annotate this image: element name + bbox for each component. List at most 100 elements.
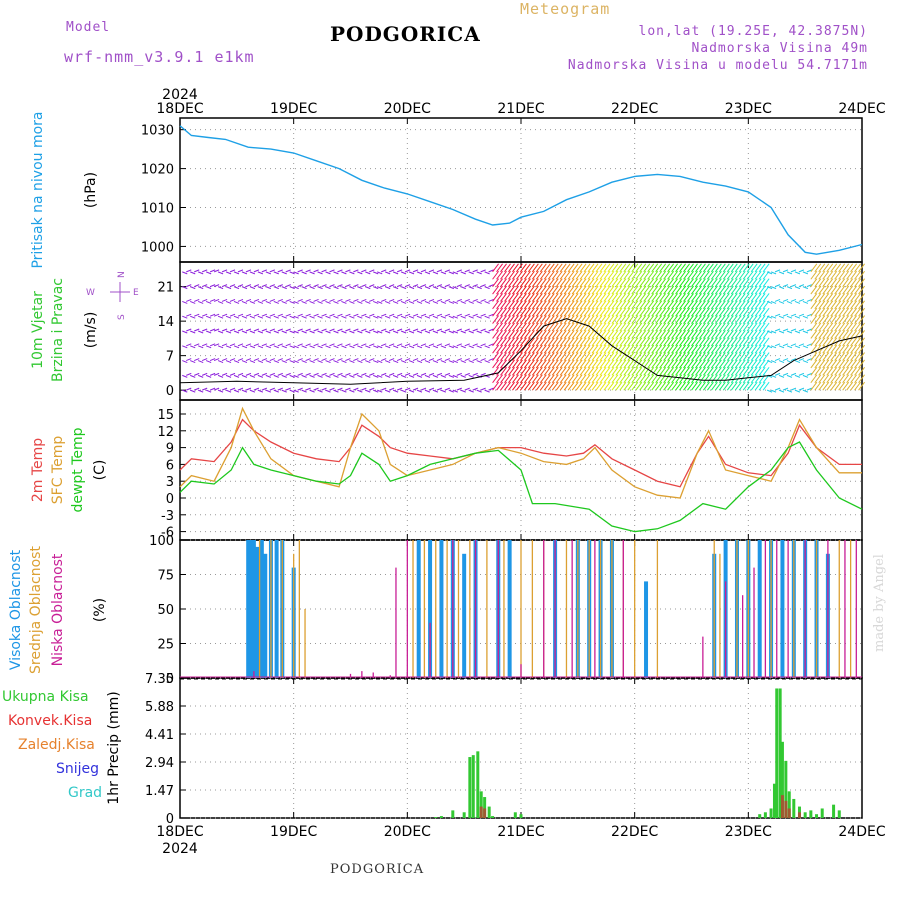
wind-y-tick-label: 21: [157, 281, 174, 296]
precip-y-tick-label: 5.88: [145, 700, 174, 715]
x-tick-label-top: 21DEC: [497, 101, 544, 117]
precip-bar-total: [784, 760, 788, 818]
temp-y-tick-label: -6: [161, 526, 174, 541]
precip-bar-total: [491, 816, 495, 818]
x-tick-label-bottom: 22DEC: [611, 824, 658, 840]
cloud-y-tick-label: 25: [157, 638, 174, 653]
precip-bar-total: [837, 810, 841, 818]
precip-bar-total: [832, 804, 836, 818]
temp-y-tick-label: 12: [157, 425, 174, 440]
precip-bar-total: [780, 741, 784, 818]
precip-bar-total: [451, 810, 455, 818]
dewpt-line: [179, 441, 863, 533]
cloud-y-tick-label: 50: [157, 603, 174, 618]
cloud-bar-high: [255, 546, 260, 678]
precip-legend-item: Zaledj.Kisa: [18, 737, 95, 753]
x-tick-label-top: 19DEC: [270, 101, 317, 117]
precip-bar-total: [476, 751, 480, 818]
x-tick-label-bottom: 23DEC: [725, 824, 772, 840]
wind-unit-label: (m/s): [83, 312, 99, 349]
cloud-bar-high: [780, 540, 785, 678]
wind-y-tick-label: 7: [166, 350, 174, 365]
cloud-y-tick-label: 0: [166, 672, 174, 687]
compass-n: N: [117, 271, 127, 278]
precip-bar-total: [815, 814, 819, 818]
temp-y-tick-label: 9: [166, 442, 174, 457]
cloud-bar-high: [251, 540, 256, 678]
precip-bar-convective: [784, 800, 788, 818]
precip-y-tick-label: 7.35: [145, 672, 174, 687]
x-year-top: 2024: [162, 87, 198, 103]
precip-bar-convective: [479, 806, 483, 818]
precip-bar-total: [820, 808, 824, 818]
precip-bar-total: [483, 797, 487, 818]
cloud-bar-high: [507, 540, 512, 678]
precip-bar-total: [778, 688, 782, 818]
elevation-info: Nadmorska Visina 49m: [691, 41, 868, 56]
x-tick-label-bottom: 18DEC: [156, 824, 203, 840]
precip-legend-item: Snijeg: [56, 761, 99, 777]
mid-cloud-axis-label: Srednja Oblacnost: [28, 546, 44, 674]
temp-y-tick-label: 3: [166, 475, 174, 490]
precip-bar-total: [434, 817, 438, 818]
x-tick-label-bottom: 20DEC: [384, 824, 431, 840]
cloud-bar-high: [274, 540, 279, 678]
cloud-bar-high: [644, 581, 649, 678]
pressure-y-tick-label: 1000: [141, 240, 174, 255]
precip-y-tick-label: 4.41: [145, 728, 174, 743]
precip-y-tick-label: 1.47: [145, 784, 174, 799]
pressure-unit-label: (hPa): [83, 172, 99, 208]
temp-y-tick-label: 15: [157, 408, 174, 423]
precip-legend-item: Konvek.Kisa: [8, 713, 92, 729]
compass-e: E: [133, 288, 139, 298]
temp2m-axis-label: 2m Temp: [30, 438, 46, 502]
wind-axis-label-2: Brzina i Pravac: [50, 278, 66, 382]
x-tick-label-bottom: 19DEC: [270, 824, 317, 840]
cloud-bar-high: [428, 540, 433, 678]
precip-bar-convective: [797, 812, 801, 818]
panel-frame-pressure: [179, 117, 863, 263]
model-name: wrf-nmm_v3.9.1 e1km: [64, 48, 255, 66]
x-tick-label-bottom: 21DEC: [497, 824, 544, 840]
x-tick-label-top: 20DEC: [384, 101, 431, 117]
low-cloud-axis-label: Niska Oblacnost: [50, 553, 66, 666]
precip-legend-item: Ukupna Kisa: [2, 689, 89, 705]
compass-w: W: [86, 288, 95, 298]
precip-bar-total: [769, 808, 773, 818]
wind-axis-label: 10m Vjetar: [30, 291, 46, 369]
x-tick-label-top: 22DEC: [611, 101, 658, 117]
precip-unit-label: 1hr Precip (mm): [106, 691, 122, 804]
cloud-unit-label: (%): [92, 598, 108, 622]
cloud-bar-high: [246, 540, 251, 678]
sfc-line: [179, 406, 862, 499]
x-tick-label-top: 18DEC: [156, 101, 203, 117]
precip-bar-total: [462, 812, 466, 818]
compass-s: S: [117, 314, 127, 320]
precip-bar-total: [803, 812, 807, 818]
cloud-bar-high: [439, 540, 444, 678]
model-elevation-info: Nadmorska Visina u modelu 54.7171m: [567, 58, 868, 73]
cloud-bar-high: [263, 553, 268, 678]
temp-y-tick-label: -3: [161, 509, 174, 524]
cloud-bar-high: [416, 540, 421, 678]
model-label: Model: [66, 20, 111, 35]
precip-bar-total: [487, 806, 491, 818]
x-tick-label-bottom: 24DEC: [838, 824, 885, 840]
pressure-line: [179, 125, 863, 255]
lonlat-info: lon,lat (19.25E, 42.3875N): [638, 24, 868, 39]
temp2m-line: [179, 418, 862, 488]
precip-bar-convective: [787, 808, 791, 818]
precip-bar-total: [787, 791, 791, 818]
pressure-axis-label: Pritisak na nivou mora: [30, 111, 46, 268]
precip-bar-total: [809, 810, 813, 818]
x-tick-label-top: 24DEC: [838, 101, 885, 117]
wind-y-tick-label: 0: [166, 384, 174, 399]
cloud-y-tick-label: 100: [149, 534, 174, 549]
precip-legend-item: Grad: [68, 785, 102, 801]
precip-bar-total: [471, 755, 475, 818]
temp-unit-label: (C): [92, 460, 108, 481]
pressure-y-tick-label: 1010: [141, 202, 174, 217]
precip-bar-total: [513, 812, 517, 818]
pressure-y-tick-label: 1020: [141, 163, 174, 178]
